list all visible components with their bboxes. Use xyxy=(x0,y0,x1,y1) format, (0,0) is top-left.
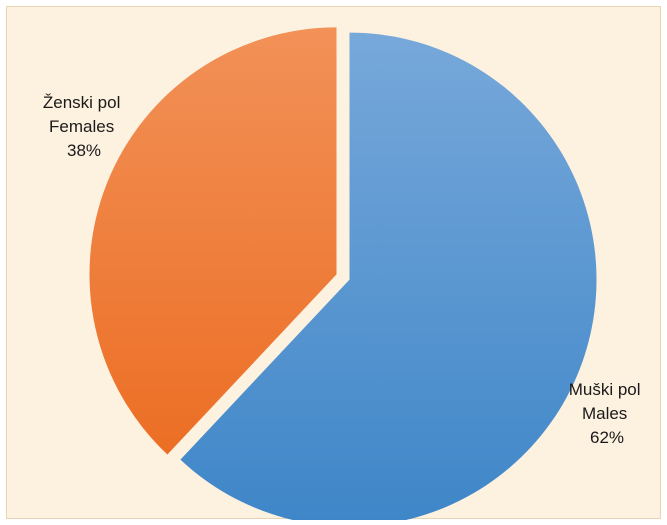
slice-label-females-value: 38% xyxy=(67,141,101,160)
slice-label-females-en: Females xyxy=(49,117,114,136)
slice-label-males-local: Muški pol xyxy=(569,380,641,399)
slice-label-females-local: Ženski pol xyxy=(43,93,120,112)
slice-label-females: Ženski pol Females 38% xyxy=(43,93,125,160)
pie-chart: Muški pol Males 62% Ženski pol Females 3… xyxy=(43,27,646,520)
chart-area: Muški pol Males 62% Ženski pol Females 3… xyxy=(6,6,661,520)
slice-label-males: Muški pol Males 62% xyxy=(569,380,646,447)
slice-label-males-value: 62% xyxy=(590,428,624,447)
pie-slice-males xyxy=(180,32,597,520)
pie-slice-females xyxy=(89,27,337,455)
slice-label-males-en: Males xyxy=(582,404,627,423)
